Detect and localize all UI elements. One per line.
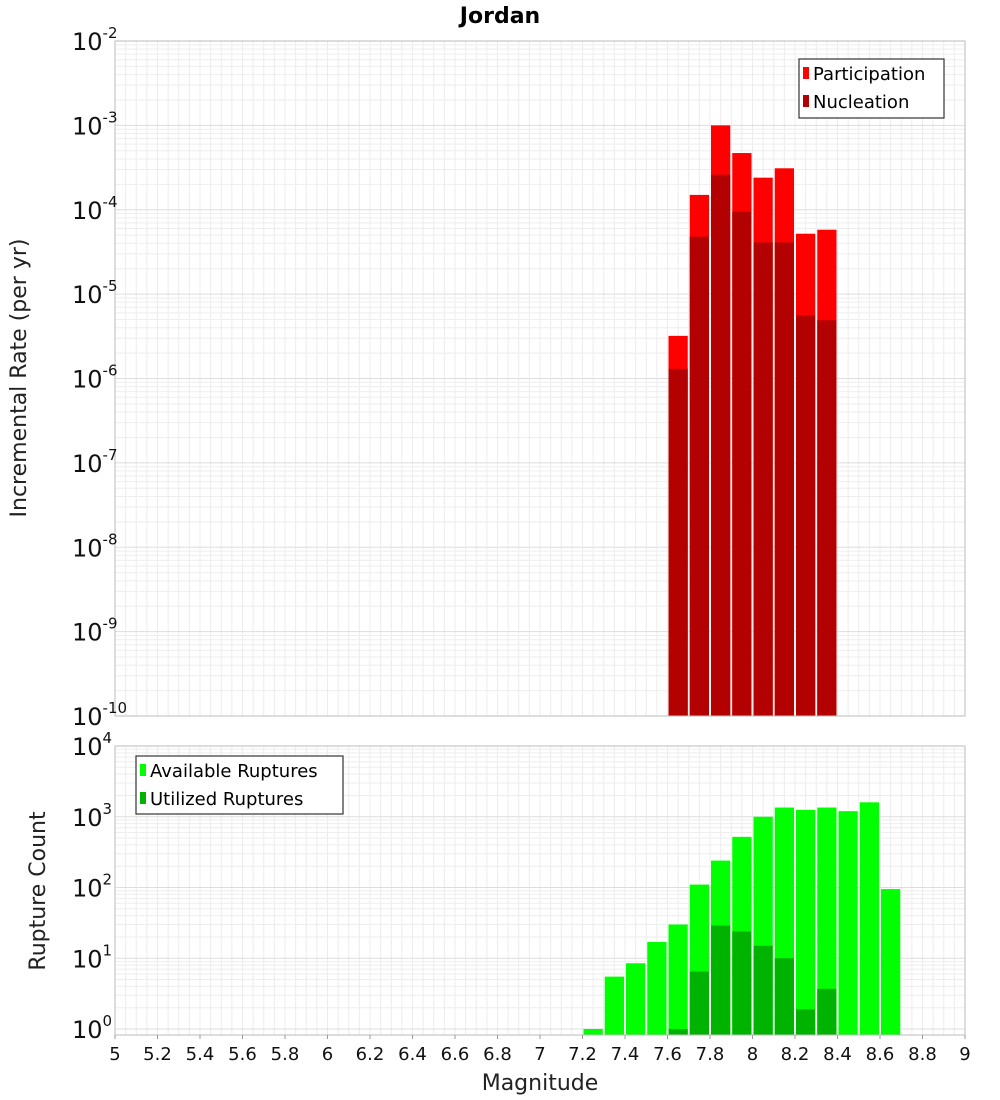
bottom-ytick-label: 104 (72, 729, 112, 761)
x-tick-label: 9 (959, 1044, 970, 1065)
utilized-ruptures-bar (796, 1009, 816, 1035)
bottom-ytick-label: 102 (72, 871, 112, 903)
top-y-axis-title: Incremental Rate (per yr) (7, 239, 32, 518)
available-ruptures-bar (647, 941, 667, 1035)
utilized-ruptures-bar (817, 988, 837, 1035)
available-ruptures-bar (604, 976, 624, 1035)
top-grid (114, 41, 966, 717)
x-tick-label: 6 (322, 1044, 333, 1065)
top-bars (668, 125, 837, 717)
x-tick-label: 8 (747, 1044, 758, 1065)
utilized-ruptures-bar (774, 958, 794, 1035)
nucleation-bar (753, 242, 773, 716)
available-ruptures-bar (668, 924, 688, 1035)
utilized-ruptures-bar (732, 931, 752, 1035)
legend-label-available: Available Ruptures (150, 761, 318, 782)
top-ytick-label: 10-7 (72, 446, 118, 478)
x-tick-label: 7.8 (696, 1044, 725, 1065)
top-ytick-label: 10-10 (72, 699, 127, 731)
available-ruptures-bar (838, 811, 858, 1035)
legend-swatch-available (140, 764, 146, 776)
nucleation-bar (774, 242, 794, 716)
bottom-ytick-label: 101 (72, 941, 112, 973)
bottom-y-axis: 104 103 102 101 100 (72, 729, 112, 1044)
x-tick-label: 8.8 (908, 1044, 937, 1065)
x-axis-title: Magnitude (482, 1071, 599, 1096)
utilized-ruptures-bar (668, 1029, 688, 1035)
top-ytick-label: 10-9 (72, 615, 118, 647)
utilized-ruptures-bar (753, 945, 773, 1035)
legend-swatch-utilized (140, 792, 146, 804)
top-ytick-label: 10-5 (72, 277, 118, 309)
x-tick-label: 5.8 (271, 1044, 300, 1065)
available-ruptures-bar (817, 807, 837, 1035)
legend-label-nucleation: Nucleation (813, 92, 909, 113)
legend-label-participation: Participation (813, 64, 925, 85)
legend-swatch-participation (803, 67, 809, 79)
top-ytick-label: 10-2 (72, 24, 118, 56)
nucleation-bar (817, 320, 837, 716)
bottom-bars (583, 802, 901, 1035)
x-axis: 5 5.2 5.4 5.6 5.8 6 6.2 6.4 6.6 6.8 7 7.2 7.4 7.6 7.8 8… (109, 1035, 971, 1065)
x-tick-label: 7.2 (568, 1044, 597, 1065)
x-tick-label: 8.6 (866, 1044, 895, 1065)
top-ytick-label: 10-3 (72, 108, 118, 140)
available-ruptures-bar (796, 809, 816, 1035)
x-tick-label: 7 (534, 1044, 545, 1065)
legend-label-utilized: Utilized Ruptures (150, 789, 303, 810)
x-tick-label: 7.4 (611, 1044, 640, 1065)
bottom-legend: Available Ruptures Utilized Ruptures (135, 755, 344, 815)
utilized-ruptures-bar (689, 971, 709, 1035)
top-ytick-label: 10-6 (72, 362, 118, 394)
x-tick-label: 7.6 (653, 1044, 682, 1065)
top-legend-box (798, 58, 945, 119)
top-y-axis: 10-2 10-3 10-4 10-5 10-6 10-7 10-8 10-9 10-10 (72, 24, 127, 731)
top-ytick-label: 10-4 (72, 193, 118, 225)
legend-swatch-nucleation (803, 95, 809, 107)
x-tick-label: 5 (109, 1044, 120, 1065)
nucleation-bar (668, 368, 688, 716)
available-ruptures-bar (881, 889, 901, 1035)
bottom-ytick-label: 100 (72, 1012, 112, 1044)
utilized-ruptures-bar (711, 925, 731, 1035)
x-tick-label: 6.4 (398, 1044, 427, 1065)
x-tick-label: 8.2 (781, 1044, 810, 1065)
nucleation-bar (796, 315, 816, 716)
x-tick-label: 6.2 (356, 1044, 385, 1065)
x-tick-label: 5.4 (186, 1044, 215, 1065)
available-ruptures-bar (583, 1029, 603, 1035)
nucleation-bar (711, 174, 731, 716)
top-ytick-label: 10-8 (72, 530, 118, 562)
top-legend: Participation Nucleation (798, 58, 945, 119)
x-tick-label: 5.6 (228, 1044, 257, 1065)
x-tick-label: 6.8 (483, 1044, 512, 1065)
bottom-y-axis-title: Rupture Count (26, 811, 51, 971)
x-tick-label: 8.4 (823, 1044, 852, 1065)
x-tick-label: 5.2 (143, 1044, 172, 1065)
nucleation-bar (689, 236, 709, 716)
available-ruptures-bar (626, 963, 646, 1035)
top-plot-frame (114, 40, 966, 717)
chart-title: Jordan (458, 4, 540, 29)
bottom-legend-box (135, 755, 344, 815)
available-ruptures-bar (859, 802, 879, 1035)
bottom-ytick-label: 103 (72, 800, 112, 832)
x-tick-label: 6.6 (441, 1044, 470, 1065)
nucleation-bar (732, 211, 752, 716)
